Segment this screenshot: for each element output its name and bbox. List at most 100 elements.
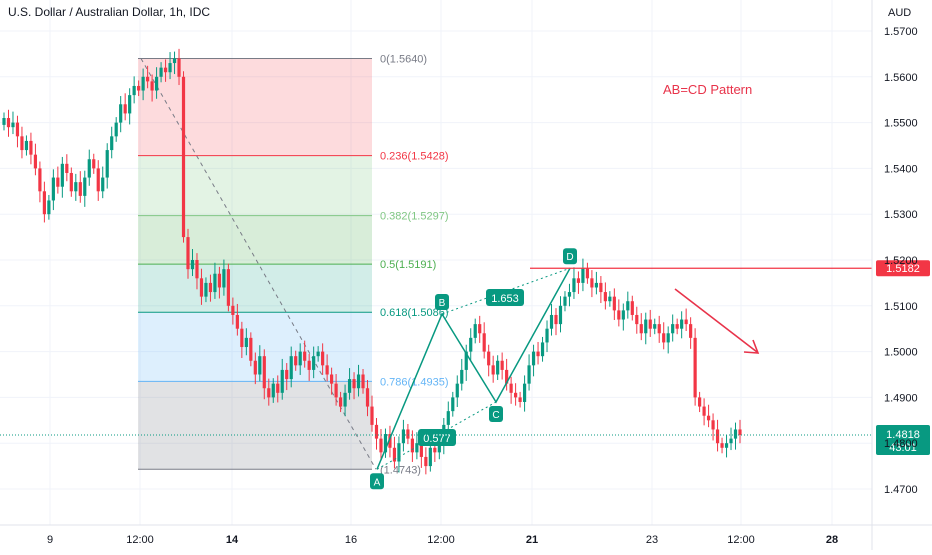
pattern-point-marker[interactable] <box>563 248 577 265</box>
fib-zone <box>138 215 372 265</box>
candle-body <box>617 310 621 320</box>
candle-body <box>343 392 347 407</box>
candle-body <box>298 351 302 366</box>
candle-body <box>29 140 33 155</box>
candle-body <box>711 420 715 430</box>
candle-body <box>433 447 437 453</box>
candle-body <box>92 159 96 169</box>
pattern-point-marker[interactable] <box>370 473 384 490</box>
candle-body <box>500 360 504 370</box>
ratio-badge[interactable] <box>418 429 456 446</box>
candle-body <box>267 388 271 398</box>
fib-level-label: 0.5(1.5191) <box>380 259 436 271</box>
candle-body <box>527 365 531 384</box>
price-axis[interactable]: 1.57001.56001.55001.54001.53001.52001.51… <box>871 0 918 550</box>
pattern-point-marker[interactable] <box>435 294 449 311</box>
candle-body <box>213 273 217 293</box>
candle-body <box>446 411 450 425</box>
y-tick-label: 1.4900 <box>884 392 918 404</box>
candle-body <box>585 268 590 279</box>
candle-body <box>738 429 742 435</box>
x-tick-label: 16 <box>345 534 357 546</box>
candle-body <box>181 76 186 238</box>
candle-body <box>397 443 401 462</box>
candle-body <box>536 351 540 357</box>
fib-level-label: 0.236(1.5428) <box>380 151 449 163</box>
fib-zone <box>138 264 372 313</box>
candle-body <box>276 383 280 393</box>
candle-body <box>262 356 266 389</box>
candle-body <box>280 369 284 393</box>
candle-body <box>653 324 657 329</box>
time-axis[interactable]: 9 12:00 14 16 12:00 21 23 12:00 28 <box>0 524 932 546</box>
candle-body <box>590 278 594 288</box>
candle-body <box>321 351 325 366</box>
candle-body <box>204 282 208 297</box>
candle-body <box>424 456 428 467</box>
candle-body <box>509 383 513 393</box>
candle-body <box>307 360 311 370</box>
candle-body <box>608 296 612 302</box>
candle-body <box>675 324 679 329</box>
candle-body <box>487 351 491 366</box>
candle-body <box>65 163 69 173</box>
abcd-pattern[interactable]: A B C D 0.577 1.653 <box>370 248 577 490</box>
candle-body <box>137 85 141 91</box>
pattern-point-label: A <box>374 477 381 488</box>
candle-body <box>159 67 163 77</box>
candle-body <box>401 429 406 444</box>
candle-body <box>285 369 289 380</box>
countdown-text: 43:01 <box>889 442 917 454</box>
candle-body <box>612 296 616 311</box>
last-price-badge[interactable] <box>876 424 930 455</box>
candle-body <box>464 351 468 370</box>
candle-body <box>356 374 361 389</box>
fibonacci-retracement[interactable]: 0(1.5640) 0.236(1.5428) 0.382(1.5297) 0.5(1… <box>138 53 449 476</box>
candle-body <box>706 415 711 421</box>
candle-body <box>56 177 60 187</box>
candle-body <box>20 136 24 151</box>
candle-body <box>150 81 154 91</box>
candle-body <box>383 434 388 453</box>
resistance-price-badge[interactable] <box>876 260 930 277</box>
y-tick-label: 1.5100 <box>884 301 918 313</box>
candle-body <box>78 182 82 196</box>
candle-body <box>168 63 172 73</box>
x-tick-label: 14 <box>226 534 239 546</box>
candle-body <box>51 177 55 201</box>
candle-body <box>639 324 643 334</box>
y-tick-label: 1.5600 <box>884 72 918 84</box>
currency-label: AUD <box>888 7 911 19</box>
candle-body <box>531 351 536 366</box>
candle-body <box>334 383 338 398</box>
candle-body <box>599 282 603 293</box>
candle-body <box>698 397 702 407</box>
fib-trend-line <box>140 58 377 470</box>
candle-body <box>666 333 670 343</box>
candle-body <box>24 140 29 151</box>
y-tick-label: 1.5200 <box>884 255 918 267</box>
candle-body <box>231 305 235 315</box>
candle-body <box>644 319 648 334</box>
candle-body <box>208 282 213 293</box>
candle-body <box>388 434 392 448</box>
candle-body <box>469 337 473 352</box>
candle-body <box>549 314 554 329</box>
pattern-point-marker[interactable] <box>489 405 503 422</box>
ratio-label: 1.653 <box>491 293 519 305</box>
abcd-zigzag[interactable] <box>376 267 571 470</box>
ratio-badge[interactable] <box>486 289 524 306</box>
candle-body <box>522 383 527 402</box>
candle-body <box>410 438 414 453</box>
candle-body <box>177 58 181 77</box>
candle-body <box>621 310 625 320</box>
candle-body <box>684 319 688 325</box>
candle-body <box>11 122 15 128</box>
candle-body <box>482 333 486 352</box>
candle-body <box>540 342 545 357</box>
pattern-point-label: C <box>492 410 499 421</box>
candle-body <box>186 237 190 270</box>
